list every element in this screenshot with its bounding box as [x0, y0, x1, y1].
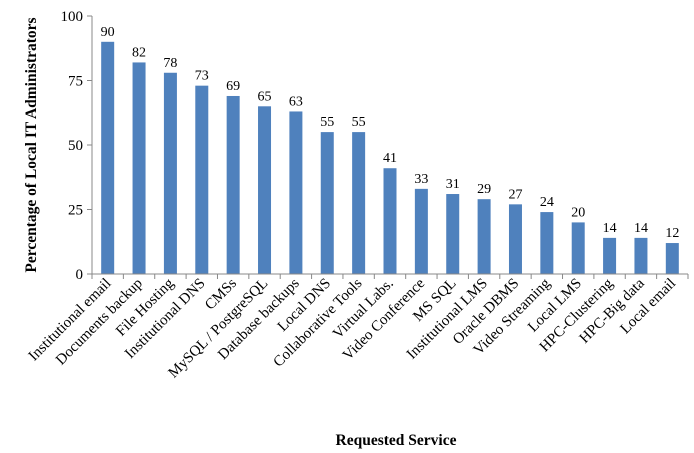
x-axis-title: Requested Service: [336, 432, 457, 449]
data-label: 55: [352, 115, 366, 130]
data-label: 78: [163, 56, 177, 71]
bar: [226, 95, 240, 274]
data-label: 24: [540, 195, 554, 210]
bar: [258, 106, 272, 274]
bar: [477, 199, 491, 274]
y-axis: 0 25 50 75 100: [61, 9, 93, 283]
bar: [289, 111, 303, 275]
data-label: 12: [665, 226, 679, 241]
y-tick-label: 75: [68, 74, 83, 90]
y-tick-label: 25: [68, 203, 83, 219]
data-label: 63: [289, 94, 303, 109]
data-label: 82: [132, 45, 146, 60]
bar: [101, 41, 115, 274]
y-tick-label: 100: [61, 9, 84, 25]
bar: [508, 204, 522, 274]
y-axis-title: Percentage of Local IT Administrators: [23, 17, 40, 272]
y-tick-label: 50: [68, 138, 83, 154]
data-label: 27: [508, 187, 522, 202]
data-label: 29: [477, 182, 491, 197]
bars: [101, 41, 679, 275]
bar: [195, 85, 209, 274]
bar: [665, 243, 679, 274]
x-axis: [91, 273, 689, 279]
data-label: 55: [320, 115, 334, 130]
data-label: 69: [226, 79, 240, 94]
data-label: 90: [101, 25, 115, 40]
bar: [352, 132, 366, 274]
bar: [132, 62, 146, 274]
bar: [414, 188, 428, 274]
bar: [634, 237, 648, 274]
bar: [320, 132, 334, 274]
y-tick-label: 0: [76, 267, 84, 283]
data-label: 20: [571, 205, 585, 220]
bar: [603, 237, 617, 274]
data-label: 14: [603, 221, 617, 236]
data-label: 65: [258, 89, 272, 104]
data-label: 41: [383, 151, 397, 166]
data-labels: 90 82 78 73 69 65 63 55 55 41 33 31 29 27 24 20 14 14 12: [101, 25, 680, 241]
bar: [571, 222, 585, 274]
data-label: 73: [195, 69, 209, 84]
bar: [446, 194, 460, 274]
data-label: 14: [634, 221, 648, 236]
data-label: 31: [446, 177, 460, 192]
data-label: 33: [414, 172, 428, 187]
bar: [383, 168, 397, 274]
bar: [163, 72, 177, 274]
bar: [540, 212, 554, 274]
